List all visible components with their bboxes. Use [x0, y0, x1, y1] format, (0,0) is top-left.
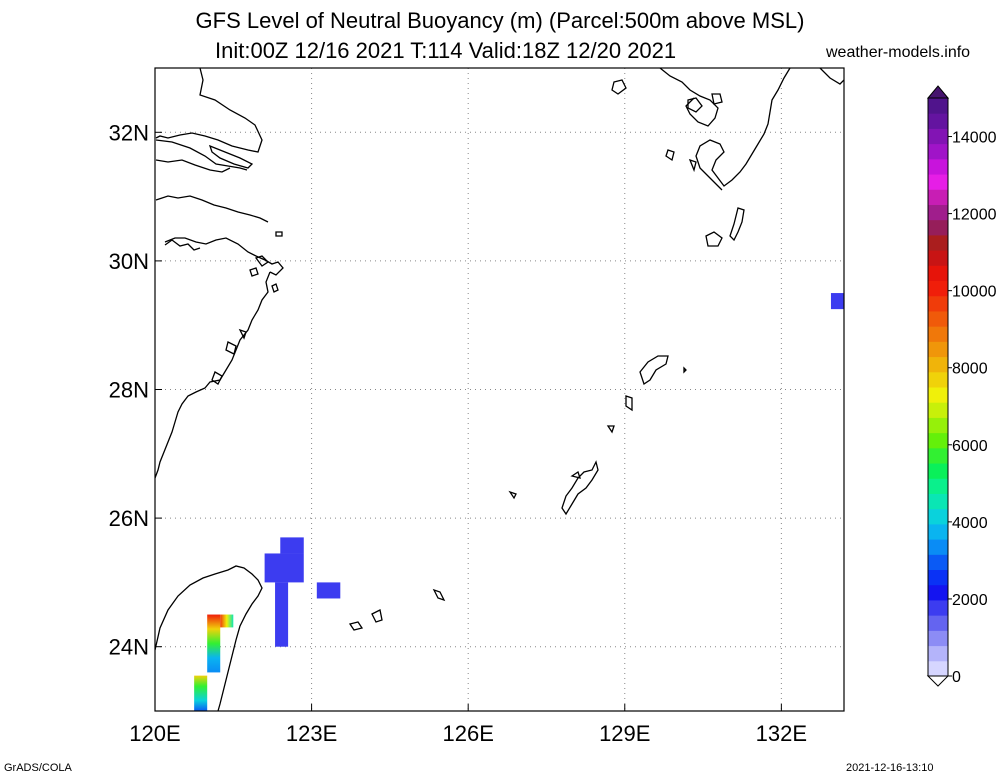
colorbar-segment [928, 234, 948, 251]
colorbar-segment [928, 539, 948, 555]
colorbar-segment [928, 447, 948, 464]
colorbar-segment [928, 645, 948, 662]
lat-tick-label: 28N [109, 378, 149, 403]
lat-tick-label: 26N [109, 506, 149, 531]
colorbar-segment [928, 356, 948, 373]
colorbar-label: 10000 [952, 284, 997, 301]
field-cell [264, 553, 304, 583]
colorbar-segment [928, 113, 948, 129]
colorbar-segment [928, 295, 948, 312]
yakushima [705, 231, 723, 247]
colorbar-segment [928, 280, 948, 297]
colorbar-segment [928, 402, 948, 418]
colorbar-segment [928, 417, 948, 434]
colorbar-segment [928, 584, 948, 601]
lon-tick-label: 126E [442, 721, 493, 746]
okinawa-island [561, 460, 599, 516]
chongming-island [208, 144, 254, 169]
footer-timestamp: 2021-12-16-13:10 [846, 762, 934, 774]
colorbar-segment [928, 493, 948, 510]
buoyancy-field [194, 293, 844, 711]
kyushu-coast [695, 68, 791, 191]
colorbar-segment [928, 189, 948, 205]
kyushu-west [659, 68, 719, 127]
colorbar-label: 8000 [952, 361, 988, 378]
colorbar-segment [928, 569, 948, 586]
map-axes: 120E 123E 126E 129E 132E 24N 26N 28N 30N 32N [109, 120, 807, 746]
lon-tick-label: 132E [756, 721, 807, 746]
china-coast-north [155, 68, 263, 153]
zhejiang-coast [155, 271, 271, 479]
tanegashima [729, 207, 745, 242]
miyako-island [432, 588, 446, 602]
colorbar-segment [928, 158, 948, 175]
colorbar-segment [928, 660, 948, 677]
colorbar-segment [928, 265, 948, 282]
colorbar-segment [928, 554, 948, 571]
colorbar-segment [928, 326, 948, 342]
colorbar-segment [928, 523, 948, 540]
lat-tick-label: 32N [109, 120, 149, 145]
footer-software: GrADS/COLA [4, 762, 72, 774]
colorbar-segment [928, 478, 948, 494]
china-coast-mid [155, 195, 284, 276]
colorbar-segment [928, 463, 948, 479]
field-cell [275, 582, 289, 647]
yangtze-estuary [155, 139, 248, 173]
colorbar-frame [927, 97, 949, 677]
field-cell [280, 537, 304, 554]
coastlines [155, 68, 844, 711]
kume-island [508, 490, 517, 500]
lon-tick-label: 123E [286, 721, 337, 746]
amami-oshima [639, 355, 687, 386]
colorbar-segment [928, 387, 948, 403]
tokunoshima [606, 395, 633, 434]
lat-tick-label: 24N [109, 635, 149, 660]
field-cell [830, 293, 844, 310]
colorbar-segment [928, 204, 948, 221]
lon-tick-label: 129E [599, 721, 650, 746]
field-cell [220, 614, 234, 628]
field-cell [316, 582, 341, 599]
colorbar-high-arrow [926, 85, 950, 99]
map-title-line1: GFS Level of Neutral Buoyancy (m) (Parce… [195, 8, 805, 33]
colorbar-label: 4000 [952, 515, 988, 532]
colorbar-label: 12000 [952, 207, 997, 224]
hangzhou-bay [164, 239, 201, 251]
map-title-line2: Init:00Z 12/16 2021 T:114 Valid:18Z 12/2… [215, 38, 677, 63]
colorbar-segment [928, 98, 948, 114]
colorbar-label: 14000 [952, 130, 997, 147]
goto-islands [611, 79, 697, 173]
taiwan-coast [155, 565, 263, 711]
colorbar-label: 0 [952, 669, 961, 686]
colorbar-segment [928, 143, 948, 160]
colorbar: 0 2000 4000 6000 8000 10000 12000 14000 [926, 85, 997, 687]
colorbar-segment [928, 128, 948, 145]
graticule [155, 68, 844, 711]
colorbar-segment [928, 341, 948, 358]
colorbar-label: 2000 [952, 592, 988, 609]
field-cell [194, 675, 208, 711]
colorbar-label: 6000 [952, 438, 988, 455]
colorbar-segment [928, 250, 948, 266]
zhejiang-islands [211, 328, 247, 385]
field-cell [207, 614, 221, 673]
colorbar-low-arrow [926, 675, 950, 687]
colorbar-segment [928, 615, 948, 631]
colorbar-segment [928, 174, 948, 190]
lat-tick-label: 30N [109, 249, 149, 274]
colorbar-segment [928, 310, 948, 327]
colorbar-segment [928, 508, 948, 525]
colorbar-segment [928, 371, 948, 388]
colorbar-segment [928, 599, 948, 616]
site-credit: weather-models.info [826, 44, 971, 61]
colorbar-segment [928, 432, 948, 449]
ishigaki-island [348, 609, 383, 631]
kyushu-islands [687, 68, 844, 113]
lon-tick-label: 120E [129, 721, 180, 746]
colorbar-segment [928, 219, 948, 236]
colorbar-segment [928, 630, 948, 647]
zhoushan-islands [249, 231, 283, 293]
